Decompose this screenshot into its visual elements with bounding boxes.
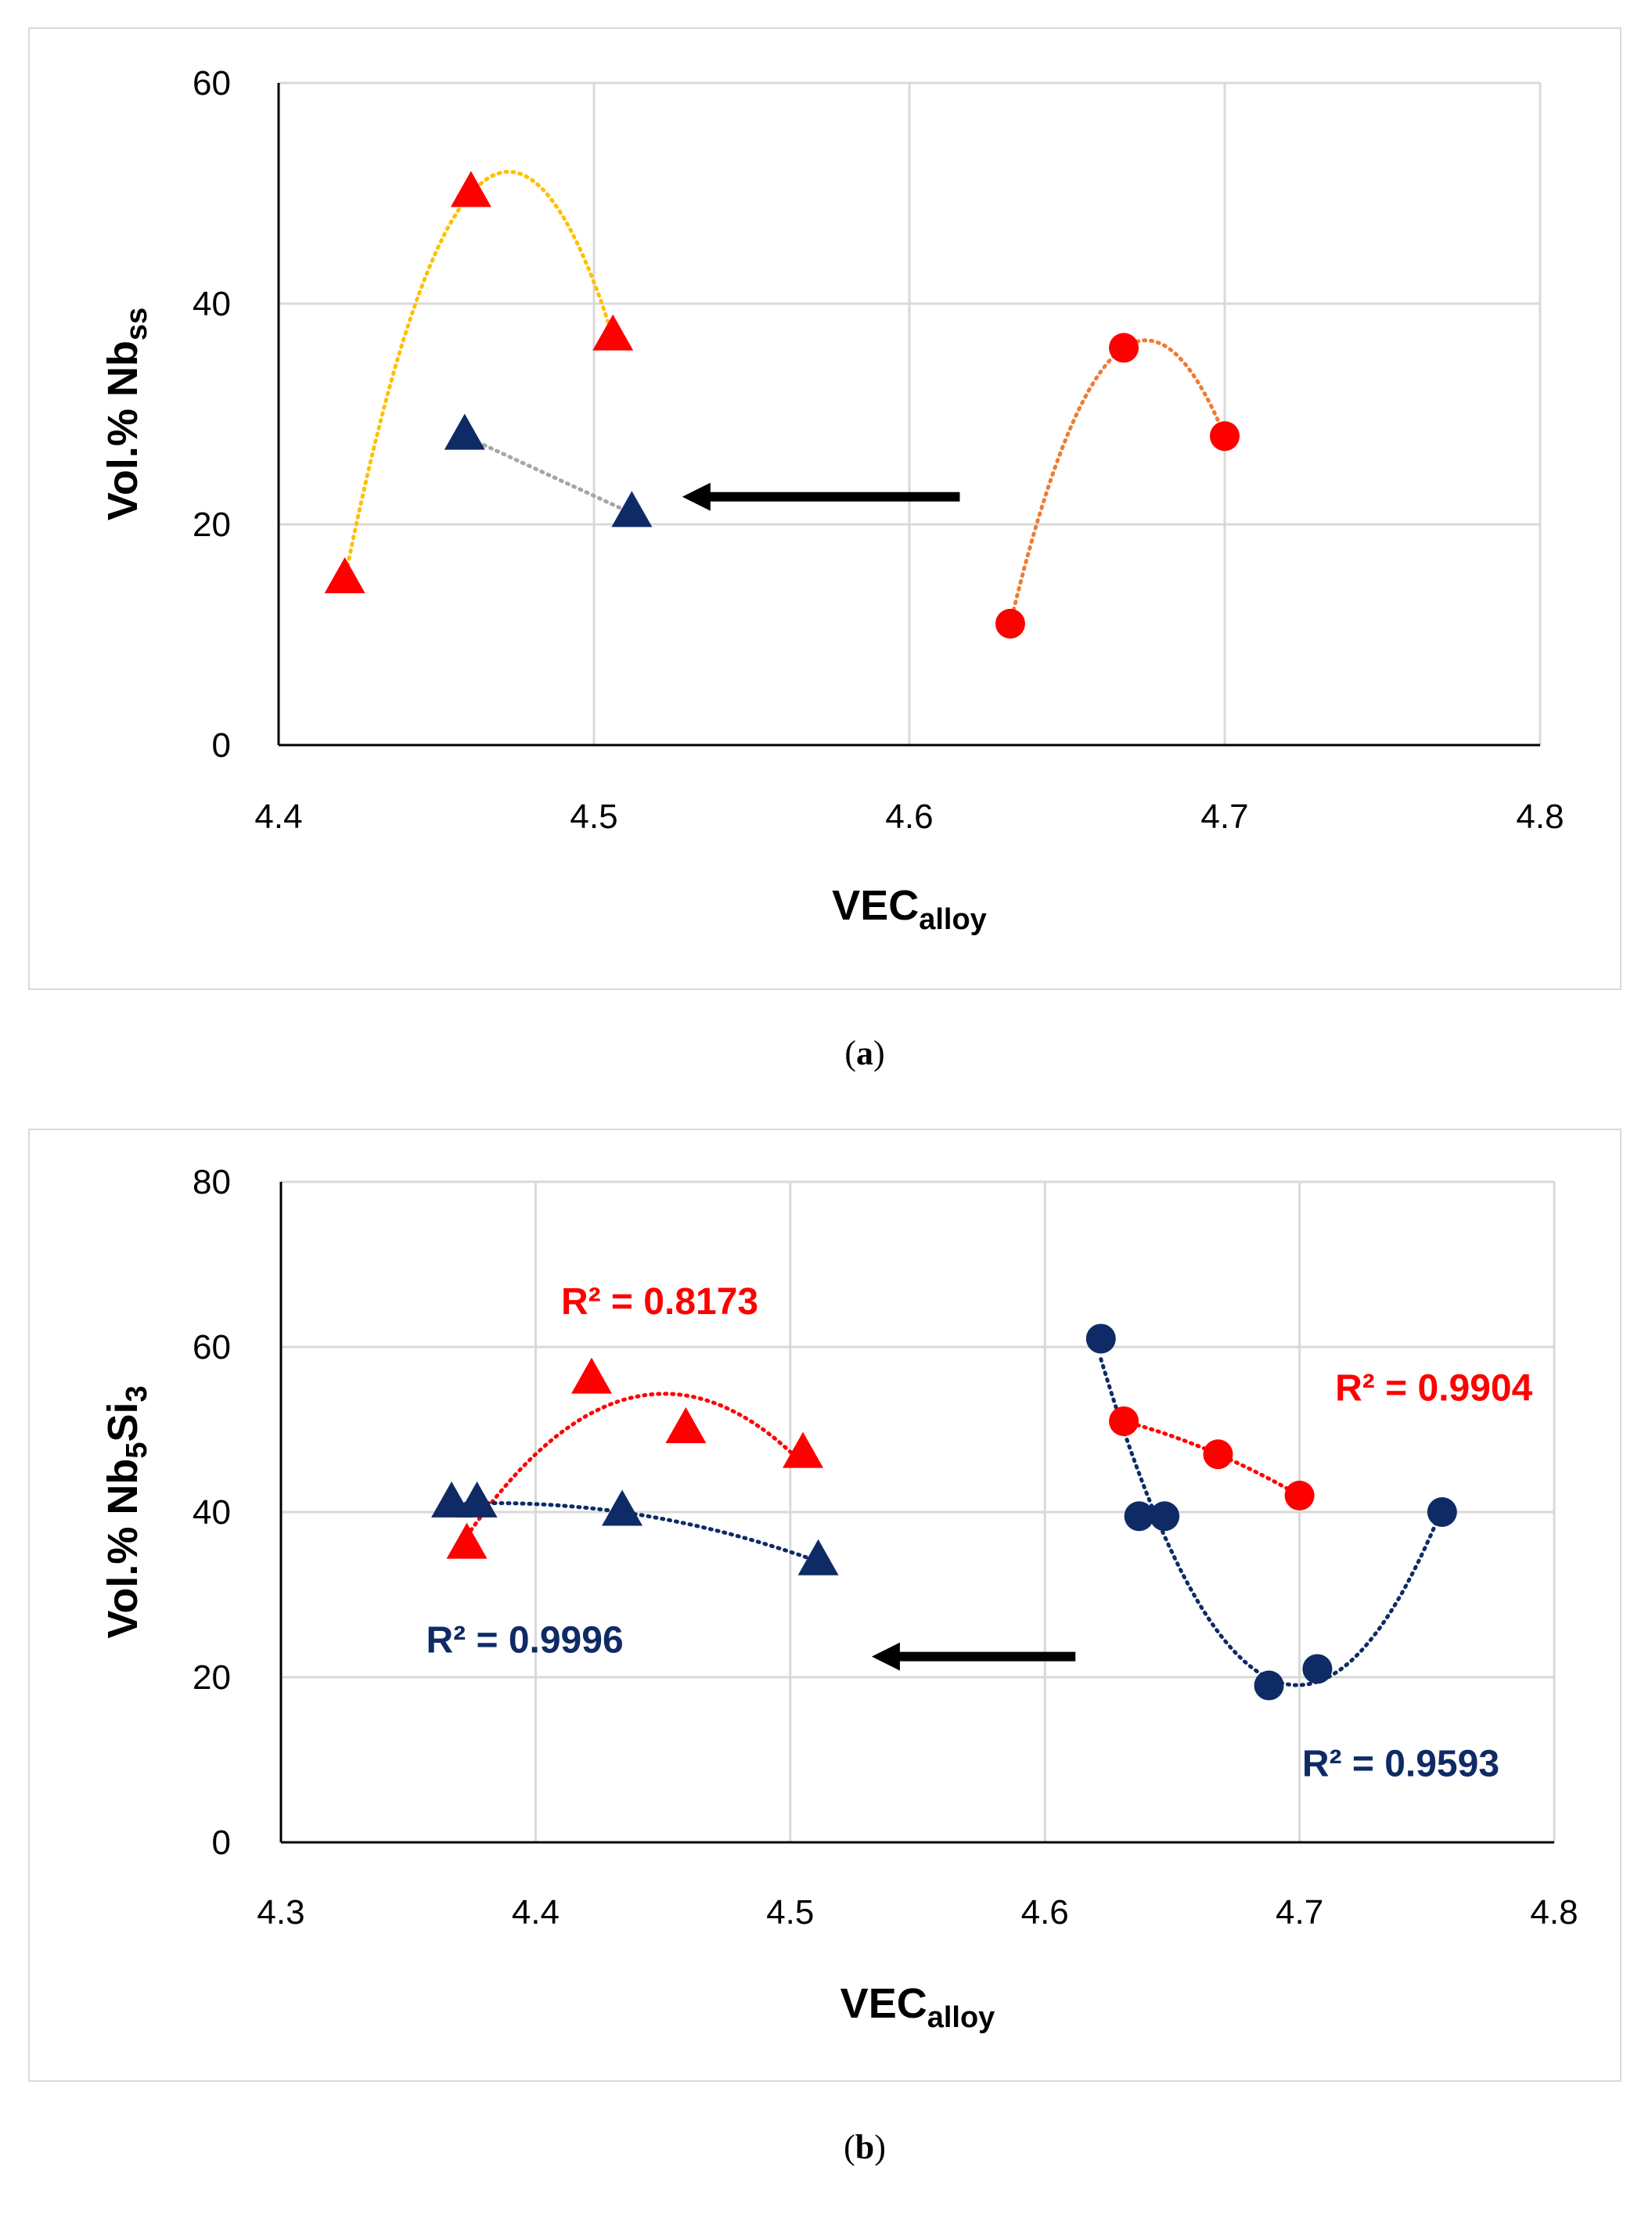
x-axis-title: VECalloy [840, 1980, 995, 2034]
y-tick-label: 0 [212, 726, 231, 765]
caption-b: (b) [844, 2128, 886, 2166]
arrow-head [682, 482, 711, 511]
y-axis-title: Vol.% Nb5Si3 [99, 1385, 153, 1638]
x-tick-label: 4.6 [1021, 1893, 1069, 1932]
direction-arrow [682, 482, 960, 511]
x-tick-label: 4.4 [512, 1893, 560, 1932]
point-navy-triangles [431, 1481, 473, 1518]
y-tick-label: 40 [193, 285, 231, 323]
x-tick-label: 4.5 [570, 798, 617, 836]
y-axis-title-sub: 5 [121, 1442, 153, 1459]
r2-label: R² = 0.9904 [1335, 1368, 1532, 1410]
r2-label: R² = 0.9593 [1302, 1744, 1499, 1785]
x-tick-label: 4.7 [1276, 1893, 1323, 1932]
arrow-head [871, 1642, 900, 1671]
caption-a: (a) [844, 1034, 885, 1072]
caption-b-letter: b [855, 2128, 875, 2166]
y-tick-label: 60 [193, 1328, 231, 1366]
x-tick-label: 4.3 [257, 1893, 304, 1932]
caption-a-letter: a [856, 1034, 873, 1072]
y-tick-label: 0 [212, 1824, 231, 1862]
point-red-triangles [783, 1431, 824, 1468]
chart-b-frame [28, 1129, 1621, 2082]
point-red-triangles [665, 1406, 707, 1443]
x-tick-label: 4.4 [254, 798, 302, 836]
r2-label: R² = 0.8173 [561, 1281, 758, 1323]
r2-label: R² = 0.9996 [426, 1619, 623, 1661]
point-red-triangles [570, 1357, 612, 1394]
chart-b: 4.3 4.4 4.5 4.6 4.7 4.8 0 20 40 60 80 VECalloy Vol.%… [99, 1163, 1578, 2034]
y-axis-title-sub: ss [121, 308, 153, 340]
point-navy-triangles [797, 1539, 839, 1575]
y-axis-title-main: Vol.% Nb [99, 340, 146, 520]
point-navy-triangles [602, 1489, 643, 1526]
point-red-circles [995, 608, 1025, 639]
point-navy-circles [1150, 1501, 1180, 1532]
trendline-red-circles [1008, 338, 1227, 626]
point-red-circles [1109, 333, 1139, 363]
x-axis-title-main: VEC [840, 1980, 927, 2027]
point-navy-triangles [456, 1481, 498, 1518]
chart-a: 4.4 4.5 4.6 4.7 4.8 0 20 40 60 VECalloy Vol.% Nbss [99, 64, 1564, 936]
point-navy-circles [1254, 1670, 1284, 1701]
point-red-triangles [592, 314, 634, 351]
chart-a-frame [28, 27, 1621, 990]
x-tick-label: 4.8 [1530, 1893, 1578, 1932]
y-tick-label: 20 [193, 1658, 231, 1697]
point-red-circles [1210, 421, 1240, 452]
point-navy-circles [1427, 1497, 1457, 1527]
point-red-circles [1284, 1480, 1315, 1510]
point-red-circles [1203, 1439, 1233, 1470]
point-red-triangles [446, 1522, 488, 1559]
point-red-triangles [324, 556, 365, 593]
x-tick-label: 4.6 [885, 798, 933, 836]
x-axis-title-sub: alloy [919, 903, 987, 936]
y-axis-title-main: Vol.% Nb [99, 1459, 146, 1639]
point-navy-circles [1302, 1654, 1333, 1684]
trendline-red-triangles [343, 169, 615, 582]
y-axis-title: Vol.% Nbss [99, 308, 153, 520]
point-navy-circles [1124, 1501, 1154, 1532]
trendline-navy-triangles [462, 434, 634, 516]
x-tick-label: 4.8 [1516, 798, 1564, 836]
point-navy-triangles [611, 491, 653, 527]
y-tick-label: 40 [193, 1493, 231, 1532]
y-axis-title-mid: Si [99, 1402, 146, 1442]
x-axis-title-sub: alloy [927, 2001, 995, 2034]
x-tick-label: 4.5 [766, 1893, 814, 1932]
y-axis-title-sub2: 3 [121, 1385, 153, 1402]
point-red-triangles [450, 171, 491, 207]
x-tick-label: 4.7 [1200, 798, 1248, 836]
y-tick-label: 80 [193, 1163, 231, 1201]
y-tick-label: 20 [193, 506, 231, 544]
trendline-red-triangles [465, 1392, 805, 1539]
point-red-circles [1109, 1406, 1139, 1436]
y-tick-label: 60 [193, 64, 231, 103]
point-navy-circles [1085, 1323, 1116, 1354]
point-navy-triangles [444, 413, 485, 450]
x-axis-title: VECalloy [832, 882, 987, 936]
direction-arrow [871, 1642, 1076, 1671]
x-axis-title-main: VEC [832, 882, 919, 929]
